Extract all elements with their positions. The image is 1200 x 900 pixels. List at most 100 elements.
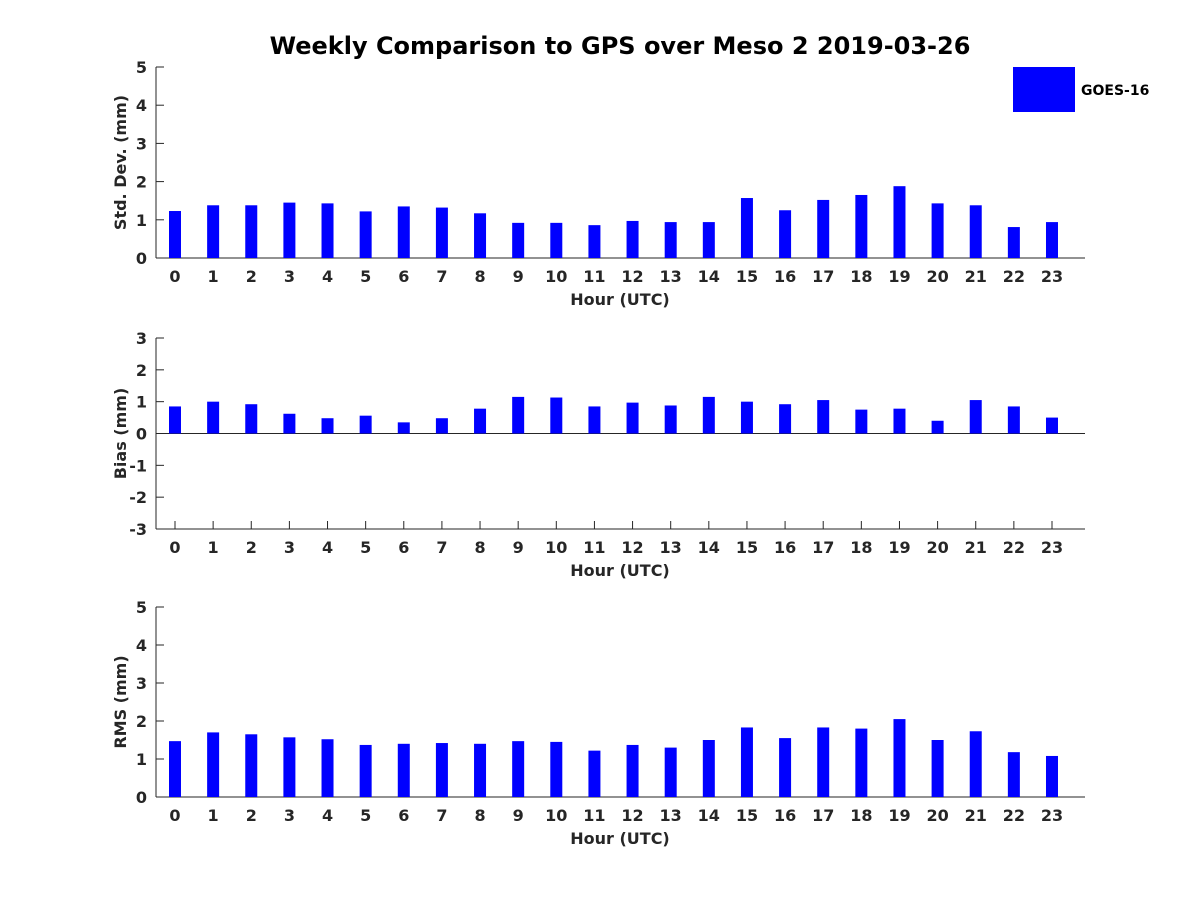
bar [893,719,906,797]
chart-title: Weekly Comparison to GPS over Meso 2 201… [270,32,971,60]
y-tick-label: 2 [136,173,147,192]
x-tick-label: 12 [621,267,643,286]
x-tick-label: 6 [398,267,409,286]
x-tick-label: 7 [436,806,447,825]
x-tick-label: 16 [774,267,796,286]
bar [435,418,448,434]
bar [664,405,677,434]
x-tick-label: 19 [888,267,910,286]
x-tick-label: 17 [812,267,834,286]
x-tick-label: 0 [169,806,180,825]
x-tick-label: 12 [621,806,643,825]
bar [359,744,372,797]
x-tick-label: 20 [926,806,948,825]
bar [702,396,715,434]
bar [245,404,258,434]
bar [321,739,334,797]
x-tick-label: 6 [398,538,409,557]
y-axis-label: RMS (mm) [111,655,130,748]
bar [169,741,181,797]
y-tick-label: 1 [136,393,147,412]
x-tick-label: 16 [774,538,796,557]
bar [779,404,792,434]
x-tick-label: 23 [1041,267,1063,286]
bar [1007,752,1020,797]
x-tick-label: 14 [698,538,720,557]
bar [512,222,525,258]
bar [702,222,715,258]
y-tick-label: -1 [129,456,147,475]
x-tick-label: 19 [888,806,910,825]
x-tick-label: 2 [246,267,257,286]
bar [550,397,563,434]
x-tick-label: 17 [812,806,834,825]
bar [1007,406,1020,434]
x-tick-label: 15 [736,806,758,825]
bar [550,741,563,797]
x-tick-label: 0 [169,267,180,286]
x-tick-label: 22 [1003,267,1025,286]
bar [359,211,372,258]
bar [435,743,448,797]
bar [740,727,753,797]
bar [435,207,448,258]
bar [855,728,868,797]
y-tick-label: 0 [136,425,147,444]
bar [512,741,525,797]
x-tick-label: 18 [850,538,872,557]
bar [931,203,944,258]
x-tick-label: 15 [736,267,758,286]
x-tick-label: 22 [1003,538,1025,557]
bar [207,401,220,434]
x-tick-label: 1 [208,267,219,286]
bar [283,202,296,258]
x-axis-label: Hour (UTC) [570,829,670,848]
bar [626,402,639,434]
y-tick-label: 1 [136,750,147,769]
x-tick-label: 21 [965,806,987,825]
bar [855,409,868,434]
y-tick-label: 2 [136,361,147,380]
x-tick-label: 3 [284,538,295,557]
bar [969,400,982,434]
x-tick-label: 1 [208,538,219,557]
bar [1007,227,1020,258]
y-tick-label: 3 [136,674,147,693]
x-tick-label: 14 [698,267,720,286]
bar [588,225,601,258]
bar [1045,417,1058,434]
y-tick-label: 0 [136,249,147,268]
bar [283,413,296,434]
x-tick-label: 18 [850,267,872,286]
x-tick-label: 14 [698,806,720,825]
x-tick-label: 19 [888,538,910,557]
bar [779,210,792,258]
y-tick-label: 5 [136,58,147,77]
x-tick-label: 4 [322,267,333,286]
x-tick-label: 20 [926,267,948,286]
bar [397,743,410,797]
bar [893,408,906,434]
x-tick-label: 21 [965,267,987,286]
bar [169,406,181,434]
y-tick-label: 3 [136,329,147,348]
y-tick-label: -2 [129,488,147,507]
x-tick-label: 9 [513,806,524,825]
x-tick-label: 12 [621,538,643,557]
x-tick-label: 3 [284,267,295,286]
bar [397,422,410,434]
bar [1045,755,1058,797]
bar [321,418,334,434]
x-tick-label: 5 [360,538,371,557]
x-axis-label: Hour (UTC) [570,561,670,580]
bar [855,194,868,258]
bar [740,401,753,434]
bar [245,205,258,258]
bar [626,744,639,797]
bar [550,222,563,258]
y-tick-label: 4 [136,636,147,655]
x-tick-label: 4 [322,538,333,557]
